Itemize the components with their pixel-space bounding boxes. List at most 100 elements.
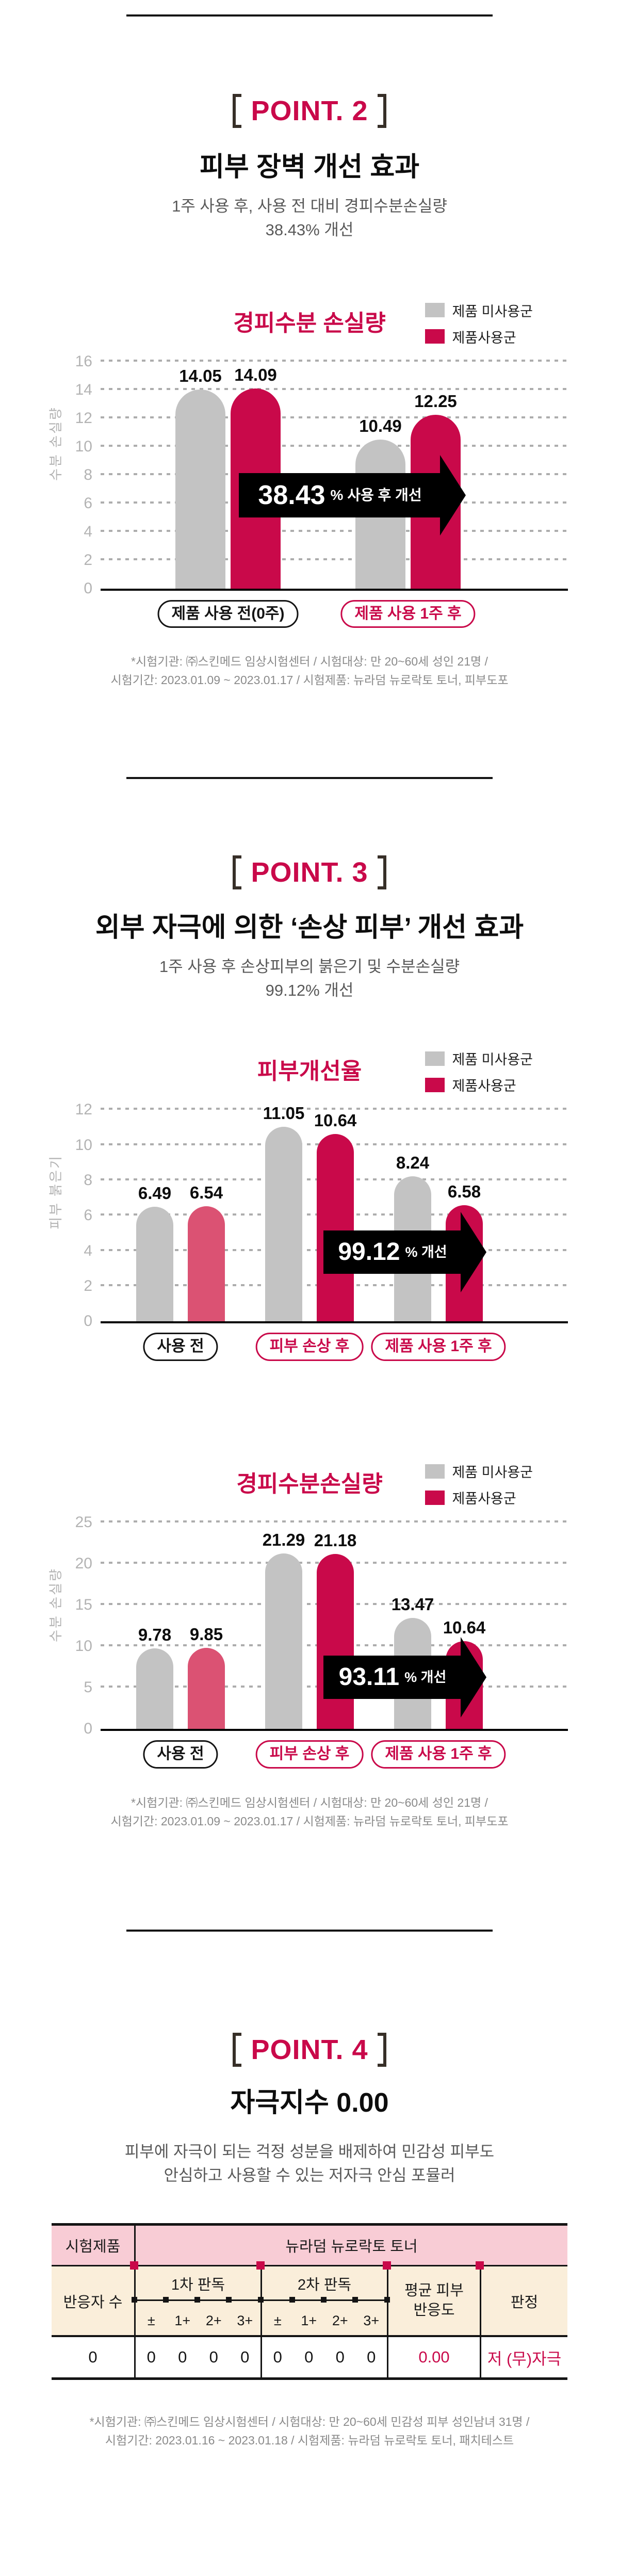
- tick-dot-icon: [226, 2297, 232, 2303]
- tick-dot-icon: [321, 2297, 327, 2303]
- y-tick-label: 12: [75, 1101, 92, 1119]
- point3-subtitle-line1: 1주 사용 후 손상피부의 붉은기 및 수분손실량: [159, 958, 460, 976]
- y-axis-title: 피부 붉은기: [47, 1112, 63, 1272]
- group-pill: 사용 전: [143, 1740, 218, 1769]
- respondents-label-cell: 반응자 수: [63, 2294, 123, 2311]
- section-divider: [126, 777, 493, 780]
- accent-square-icon: [256, 2261, 265, 2270]
- tick-dot-icon: [194, 2297, 200, 2303]
- bar-value-label: 13.47: [391, 1594, 434, 1614]
- bar: [317, 1554, 354, 1729]
- bar-value-label: 6.58: [447, 1182, 481, 1202]
- bracket-right-icon: [377, 2033, 386, 2067]
- bar-value-label: 8.24: [396, 1153, 430, 1172]
- chart-header: 피부개선율 제품 미사용군 제품사용군: [49, 1048, 570, 1095]
- bar-value-label: 6.54: [189, 1182, 223, 1202]
- plot-area: 0 2 4 6 8 10 12 14 16 수분 손실량 14.05 14.09 10.49 12.25 3…: [48, 353, 568, 596]
- reading2-counts: 0 0 0 0: [262, 2348, 387, 2367]
- bracket-left-icon: [233, 94, 242, 128]
- section-point4: POINT. 4 자극지수 0.00 피부에 자극이 되는 걱정 성분을 배제하…: [0, 2033, 619, 2450]
- improvement-arrow: 93.11% 개선: [323, 1637, 486, 1718]
- y-tick-label: 8: [84, 1171, 92, 1189]
- section-point3: POINT. 3 외부 자극에 의한 ‘손상 피부’ 개선 효과 1주 사용 후…: [0, 855, 619, 1830]
- group-pill: 제품 사용 전(0주): [157, 600, 299, 628]
- y-tick-label: 15: [75, 1596, 92, 1614]
- improvement-suffix: % 개선: [405, 1244, 447, 1260]
- chart-twl-point3: 경피수분손실량 제품 미사용군 제품사용군 0 5 10 15 20 25 수분 손실량 9.78 9…: [48, 1463, 570, 1769]
- y-axis-title-text: 피부 붉은기: [47, 1154, 63, 1229]
- improvement-value: 93.11: [338, 1663, 400, 1691]
- chart-twl-point2: 경피수분 손실량 제품 미사용군 제품사용군 0 2 4 6 8 10 12 14 16 수분 손실량 1…: [48, 300, 570, 629]
- legend-item: 제품사용군: [425, 1075, 533, 1095]
- section-divider: [126, 1930, 493, 1932]
- improvement-arrow: 38.43 % 사용 후 개선: [239, 455, 466, 536]
- judgement-value-cell: 저 (무)자극: [480, 2337, 567, 2378]
- point3-subtitle: 1주 사용 후 손상피부의 붉은기 및 수분손실량 99.12% 개선: [0, 955, 619, 1002]
- group-pill: 제품 사용 1주 후: [371, 1333, 506, 1361]
- bar: [317, 1133, 354, 1322]
- y-tick-label: 20: [75, 1555, 92, 1573]
- legend-label: 제품사용군: [452, 1491, 516, 1507]
- gridline: [101, 558, 568, 560]
- y-tick-label: 5: [84, 1679, 92, 1696]
- grade-label: 2+: [205, 2313, 222, 2329]
- y-tick-label: 10: [75, 438, 92, 455]
- y-tick-label: 4: [84, 1242, 92, 1259]
- y-axis-title: 수분 손실량: [47, 364, 63, 524]
- bar-value-label: 14.05: [179, 366, 222, 385]
- legend-label: 제품사용군: [452, 330, 516, 346]
- tick-dot-icon: [289, 2297, 295, 2303]
- improvement-arrow: 99.12 % 개선: [323, 1212, 486, 1293]
- crimson-legend-swatch-icon: [425, 1077, 445, 1092]
- point2-subtitle: 1주 사용 후, 사용 전 대비 경피수분손실량 38.43% 개선: [0, 195, 619, 242]
- y-tick-label: 25: [75, 1514, 92, 1531]
- point4-subtitle-line2: 안심하고 사용할 수 있는 저자극 안심 포뮬러: [164, 2166, 455, 2184]
- grade-label: 3+: [363, 2313, 380, 2329]
- point4-title: 자극지수 0.00: [230, 2088, 389, 2118]
- legend-item: 제품 미사용군: [425, 1048, 533, 1068]
- bracket-left-icon: [233, 855, 242, 890]
- product-label-cell: 시험제품: [65, 2239, 121, 2256]
- avg-label-line1: 평균 피부: [404, 2282, 464, 2299]
- group-pill: 피부 손상 후: [255, 1333, 364, 1361]
- y-tick-label: 0: [84, 1313, 92, 1330]
- point2-footnote: *시험기관: ㈜스킨메드 임상시험센터 / 시험대상: 만 20~60세 성인 …: [0, 653, 619, 689]
- bar-value-label: 21.29: [262, 1530, 305, 1549]
- gridline: [101, 387, 568, 390]
- y-tick-label: 2: [84, 1277, 92, 1294]
- gridline: [101, 359, 568, 362]
- judgement-header-cell: 판정: [480, 2266, 567, 2336]
- bracket-right-icon: [377, 94, 386, 128]
- plot-area: 0 5 10 15 20 25 수분 손실량 9.78 9.85 21.29 21.18 13.47 1…: [48, 1515, 568, 1737]
- point2-title: 피부 장벽 개선 효과: [199, 152, 420, 182]
- tick-dot-icon: [131, 2297, 137, 2303]
- crimson-legend-swatch-icon: [425, 329, 445, 344]
- arrow-head-icon: [461, 1637, 486, 1718]
- point3-title: 외부 자극에 의한 ‘손상 피부’ 개선 효과: [95, 913, 524, 943]
- y-tick-label: 2: [84, 551, 92, 569]
- point4-subtitle-line1: 피부에 자극이 되는 걱정 성분을 배제하여 민감성 피부도: [124, 2142, 495, 2161]
- chart-title: 경피수분 손실량: [233, 310, 386, 336]
- improvement-suffix: % 사용 후 개선: [330, 487, 422, 503]
- point3-badge: POINT. 3: [0, 855, 619, 890]
- grade-label: 3+: [237, 2313, 253, 2329]
- point3-footnote-line1: *시험기관: ㈜스킨메드 임상시험센터 / 시험대상: 만 20~60세 성인 …: [131, 1796, 488, 1810]
- count-value: 0: [304, 2348, 314, 2367]
- group-pill: 피부 손상 후: [255, 1740, 364, 1769]
- improvement-value: 99.12: [338, 1238, 400, 1266]
- x-axis-labels: 사용 전 피부 손상 후 제품 사용 1주 후: [101, 1328, 568, 1362]
- legend-item: 제품 미사용군: [425, 300, 533, 320]
- gridline: [101, 529, 568, 532]
- count-value: 0: [367, 2348, 376, 2367]
- bracket-left-icon: [233, 2033, 242, 2067]
- legend-item: 제품사용군: [425, 327, 533, 347]
- y-tick-label: 10: [75, 1638, 92, 1655]
- bar-value-label: 14.09: [234, 365, 277, 385]
- y-axis-title-text: 수분 손실량: [47, 406, 63, 481]
- bar: [265, 1126, 302, 1322]
- bar: [136, 1207, 173, 1322]
- section-divider: [126, 14, 493, 17]
- chart-header: 경피수분손실량 제품 미사용군 제품사용군: [49, 1463, 570, 1506]
